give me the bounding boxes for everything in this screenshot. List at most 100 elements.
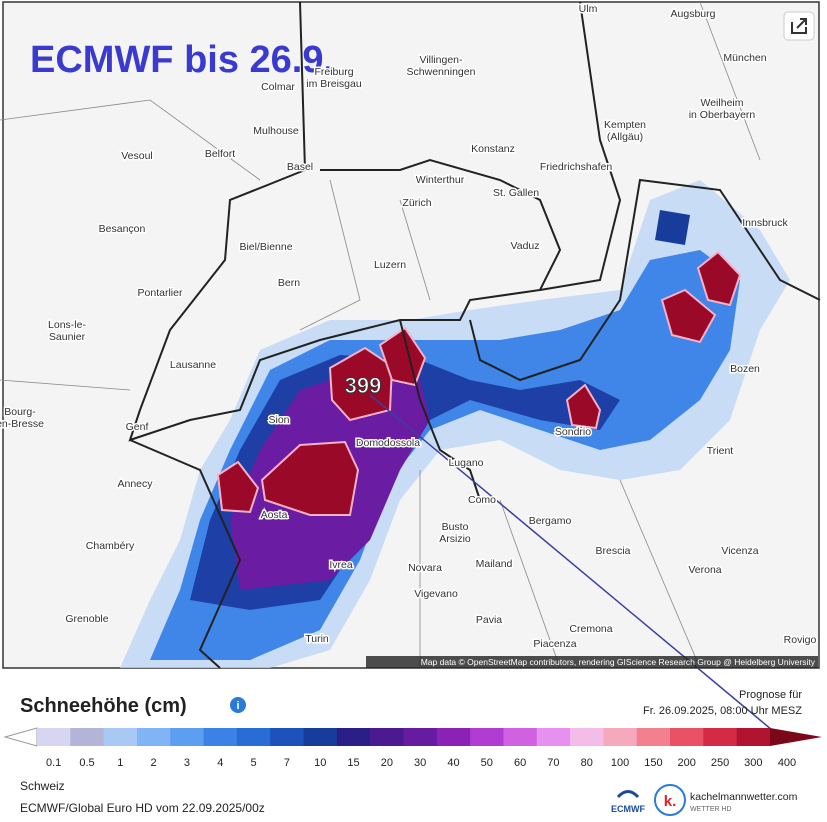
legend-label: 250: [711, 757, 729, 769]
legend-swatch: [736, 728, 771, 746]
legend-label: 300: [744, 757, 762, 769]
legend-swatch: [170, 728, 205, 746]
footer-model: ECMWF/Global Euro HD vom 22.09.2025/00z: [20, 801, 265, 815]
city-label: Bergamo: [529, 515, 572, 527]
city-label: Novara: [408, 562, 442, 574]
city-label: Friedrichshafen: [540, 161, 613, 173]
city-label: Pontarlier: [138, 287, 183, 299]
legend-label: 150: [644, 757, 662, 769]
city-label: Pavia: [476, 614, 502, 626]
legend-label: 30: [414, 757, 426, 769]
forecast-label: Prognose für: [739, 689, 802, 701]
borders: [128, 1, 821, 669]
city-label: Mailand: [476, 558, 513, 570]
city-label: Como: [468, 494, 496, 506]
city-labels: Ulm Augsburg München Villingen-Schwenningen…: [0, 2, 818, 652]
city-label: München: [723, 52, 766, 64]
legend-label: 3: [184, 757, 190, 769]
info-icon[interactable]: [230, 697, 246, 713]
city-label: Innsbruck: [742, 217, 788, 229]
legend-label: 400: [778, 757, 796, 769]
legend-swatch: [503, 728, 538, 746]
legend-label: 0.1: [46, 757, 61, 769]
kachelmann-logo: [654, 784, 686, 816]
city-label: Piacenza: [533, 638, 576, 650]
city-label: Bozen: [730, 363, 760, 375]
city-label: Ulm: [579, 3, 598, 15]
city-label: Lugano: [448, 457, 483, 469]
legend-swatch: [236, 728, 271, 746]
legend-swatch: [370, 728, 404, 746]
city-label: Biel/Bienne: [239, 241, 292, 253]
city-label: Luzern: [374, 259, 406, 271]
city-label: Freiburg: [314, 66, 353, 78]
share-button[interactable]: [783, 11, 815, 41]
legend-scale: 0.1 0.5 1 2 3 4 5 7 10 15 20 30 40 50 60 70 80 100 150 200 2…: [37, 728, 822, 769]
attribution-bg: [366, 656, 818, 668]
city-label: Lausanne: [170, 359, 216, 371]
peak-label: 399: [345, 373, 382, 398]
legend-swatch: [37, 728, 71, 746]
city-label: Aosta: [261, 509, 288, 521]
city-label: Sondrio: [555, 426, 591, 438]
legend-swatch: [303, 728, 338, 746]
city-label: Vicenza: [721, 545, 758, 557]
kachelmann-letter: k.: [664, 793, 677, 810]
city-label: Colmar: [261, 81, 295, 93]
forecast-time: Fr. 26.09.2025, 08:00 Uhr MESZ: [643, 705, 802, 717]
legend-swatch: [636, 728, 671, 746]
city-label: Trient: [707, 445, 734, 457]
legend-swatch: [203, 728, 238, 746]
legend-high-arrow: [770, 728, 822, 746]
city-label: Cremona: [569, 623, 612, 635]
legend-label: 80: [581, 757, 593, 769]
footer-region: Schweiz: [20, 779, 65, 793]
city-label: Augsburg: [671, 8, 716, 20]
city-label: Turin: [305, 633, 329, 645]
city-label: Chambéry: [86, 540, 135, 552]
city-label: Lons-le-: [48, 319, 86, 331]
legend-swatch: [403, 728, 438, 746]
legend-label: 15: [347, 757, 359, 769]
city-label: im Breisgau: [306, 78, 362, 90]
city-label: Verona: [688, 564, 721, 576]
map-title: ECMWF bis 26.9.: [30, 39, 334, 81]
city-label: Brescia: [595, 545, 630, 557]
legend-swatch: [703, 728, 738, 746]
city-label: Vigevano: [414, 588, 458, 600]
legend-swatch: [103, 728, 138, 746]
city-label: Schwenningen: [407, 66, 476, 78]
legend-swatch: [536, 728, 571, 746]
city-label: Mulhouse: [253, 125, 299, 137]
ecmwf-logo: ECMWF: [611, 804, 645, 814]
legend-swatch: [570, 728, 604, 746]
legend-label: 60: [514, 757, 526, 769]
legend-label: 70: [547, 757, 559, 769]
legend-title: Schneehöhe (cm): [20, 695, 187, 717]
city-label: Konstanz: [471, 143, 515, 155]
legend-low-arrow: [3, 727, 38, 747]
legend-label: 0.5: [79, 757, 94, 769]
city-label: Vaduz: [511, 240, 540, 252]
city-label: Busto: [442, 521, 469, 533]
legend-label: 5: [251, 757, 257, 769]
legend-label: 2: [151, 757, 157, 769]
legend-label: 7: [284, 757, 290, 769]
legend-swatch: [270, 728, 305, 746]
city-label: Saunier: [49, 331, 86, 343]
legend-swatch: [436, 728, 471, 746]
legend-swatch: [136, 728, 171, 746]
legend-label: 20: [381, 757, 393, 769]
attribution: Map data © OpenStreetMap contributors, r…: [421, 657, 816, 667]
ecmwf-mark: [616, 790, 640, 799]
regional-borders: [0, 1, 761, 669]
legend-swatch: [470, 728, 504, 746]
legend-label: 10: [314, 757, 326, 769]
info-icon-glyph: i: [236, 700, 239, 712]
snow-field: [120, 180, 790, 668]
city-label: Rovigo: [784, 634, 817, 646]
city-label: Annecy: [117, 478, 153, 490]
peak-pointer: [369, 394, 773, 731]
city-label: Genf: [126, 421, 149, 433]
city-label: Arsizio: [439, 533, 471, 545]
